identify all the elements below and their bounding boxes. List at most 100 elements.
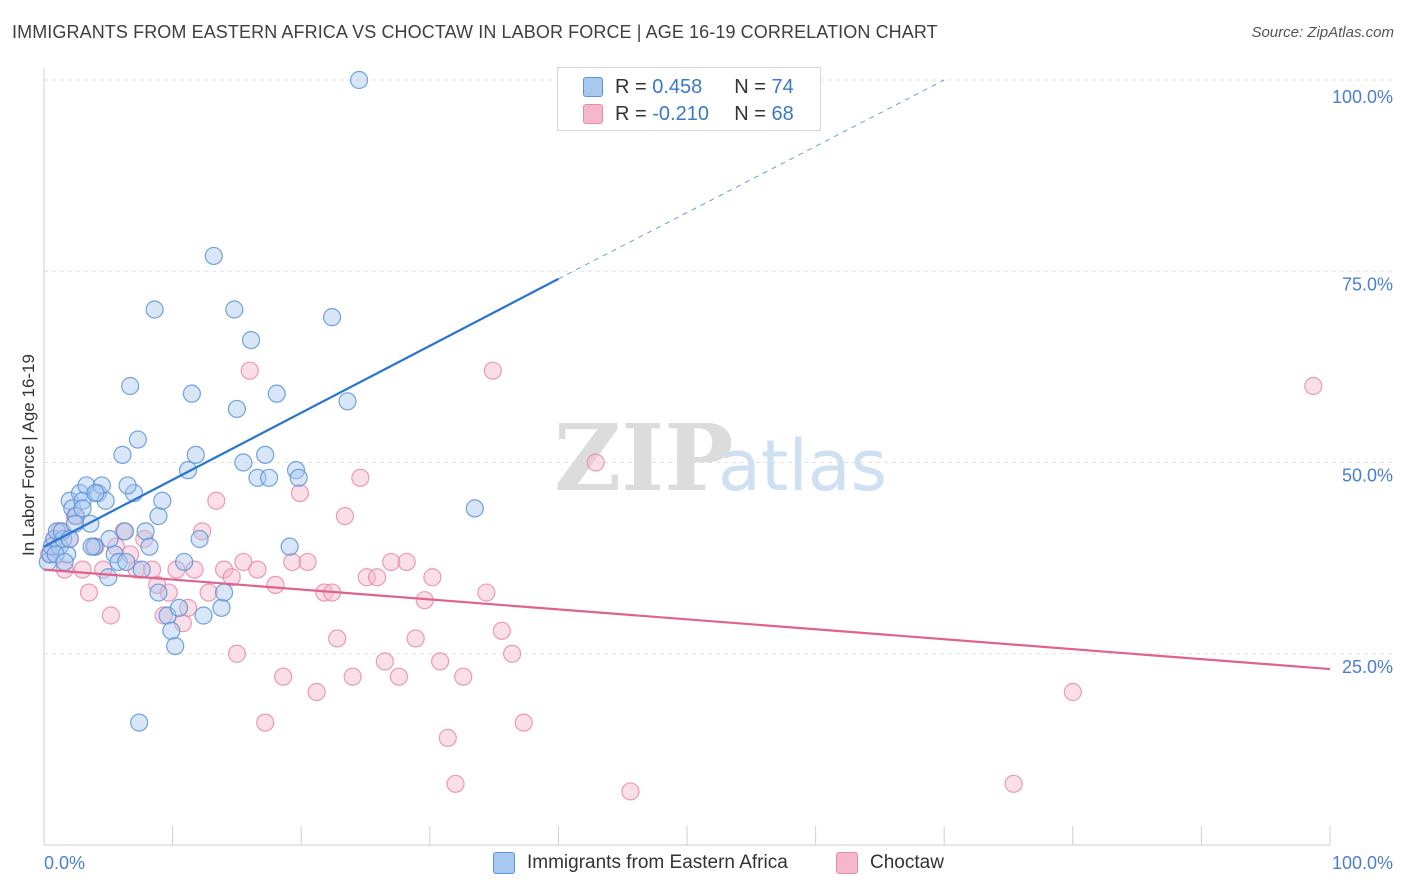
data-point <box>1304 376 1323 396</box>
y-tick-label: 75.0% <box>1342 274 1393 294</box>
data-point <box>256 713 275 732</box>
data-point <box>154 606 173 625</box>
legend-n-value: 68 <box>771 102 794 125</box>
data-point <box>298 552 317 572</box>
data-point <box>149 506 168 526</box>
chart-title: IMMIGRANTS FROM EASTERN AFRICA VS CHOCTA… <box>12 22 938 42</box>
data-point <box>367 568 387 587</box>
data-point <box>128 430 147 449</box>
data-point <box>101 606 120 625</box>
x-tick-label: 100.0% <box>1332 853 1393 873</box>
data-point <box>283 552 302 572</box>
data-point <box>140 537 159 556</box>
data-point <box>349 70 369 90</box>
series-legend-label: Immigrants from Eastern Africa <box>527 852 788 873</box>
series-legend-choctaw: Choctaw <box>836 852 944 874</box>
data-point <box>586 453 605 472</box>
data-point <box>280 537 299 556</box>
data-point <box>343 667 362 686</box>
choctaw-points <box>40 361 1323 801</box>
data-point <box>477 583 496 602</box>
data-point <box>483 361 502 380</box>
trend-line-choctaw <box>43 568 1331 671</box>
data-point <box>289 468 308 487</box>
data-point <box>227 644 246 663</box>
data-point <box>121 376 140 396</box>
data-point <box>351 468 370 487</box>
data-point <box>145 300 164 319</box>
legend-r-value: -0.210 <box>652 102 709 125</box>
data-point <box>465 499 484 518</box>
data-point <box>190 529 209 549</box>
data-point <box>338 392 357 411</box>
data-point <box>130 713 149 732</box>
data-point <box>214 560 234 579</box>
data-point <box>222 568 241 587</box>
legend-r-label: R = <box>615 75 647 98</box>
data-point <box>118 476 137 495</box>
y-tick-label: 50.0% <box>1342 466 1393 486</box>
data-point <box>1004 774 1023 793</box>
data-point <box>73 560 92 579</box>
data-point <box>357 568 376 587</box>
data-point <box>212 598 231 617</box>
data-point <box>166 636 185 656</box>
data-point <box>267 384 286 403</box>
data-point <box>259 468 279 487</box>
data-point <box>335 506 355 526</box>
data-point <box>194 606 213 625</box>
data-point <box>225 300 244 319</box>
correlation-legend: R = 0.458 N = 74 R = -0.210 N = 68 <box>557 67 821 131</box>
series-legend-label: Choctaw <box>870 852 944 873</box>
series-legend: Immigrants from Eastern Africa Choctaw <box>0 852 1406 878</box>
data-point <box>446 774 465 793</box>
data-point <box>256 445 275 464</box>
data-point <box>55 552 74 572</box>
y-axis-label: In Labor Force | Age 16-19 <box>19 354 38 556</box>
watermark: ZIP atlas <box>554 404 887 512</box>
data-point <box>149 583 168 602</box>
data-point <box>241 331 261 350</box>
data-point <box>234 453 253 472</box>
data-point <box>115 522 135 541</box>
x-tick-label: 0.0% <box>44 853 85 873</box>
data-point <box>430 652 450 671</box>
data-point <box>127 560 146 579</box>
legend-swatch-blue <box>583 77 603 97</box>
data-point <box>109 552 128 572</box>
data-point <box>167 560 186 579</box>
data-point <box>169 598 189 617</box>
data-point <box>503 644 522 663</box>
data-point <box>234 552 253 572</box>
data-point <box>423 568 442 587</box>
data-point <box>492 621 511 640</box>
data-point <box>73 499 92 518</box>
trend-lines <box>43 79 1331 671</box>
series-swatch-pink <box>836 852 858 874</box>
tick-labels: 25.0% 50.0% 75.0% 100.0% 0.0% 100.0% <box>44 87 1393 873</box>
data-point <box>438 728 457 748</box>
data-point <box>290 484 310 503</box>
data-point <box>86 484 105 503</box>
data-point <box>1063 682 1082 702</box>
data-point <box>159 583 178 602</box>
data-point <box>132 560 151 579</box>
legend-row-choctaw: R = -0.210 N = 68 <box>583 101 794 127</box>
data-point <box>99 568 118 587</box>
legend-r-value: 0.458 <box>652 75 703 98</box>
data-point <box>240 361 259 380</box>
y-tick-label: 25.0% <box>1342 657 1393 677</box>
data-point <box>266 575 285 595</box>
data-point <box>175 552 194 572</box>
data-point <box>248 560 267 579</box>
data-point <box>382 552 401 572</box>
data-point <box>96 491 115 510</box>
axes <box>43 68 1331 846</box>
data-point <box>162 621 181 640</box>
data-point <box>186 445 205 464</box>
series-legend-eastern-africa: Immigrants from Eastern Africa <box>493 852 788 874</box>
data-point <box>136 522 155 541</box>
data-point <box>82 537 101 556</box>
data-point <box>328 629 347 648</box>
